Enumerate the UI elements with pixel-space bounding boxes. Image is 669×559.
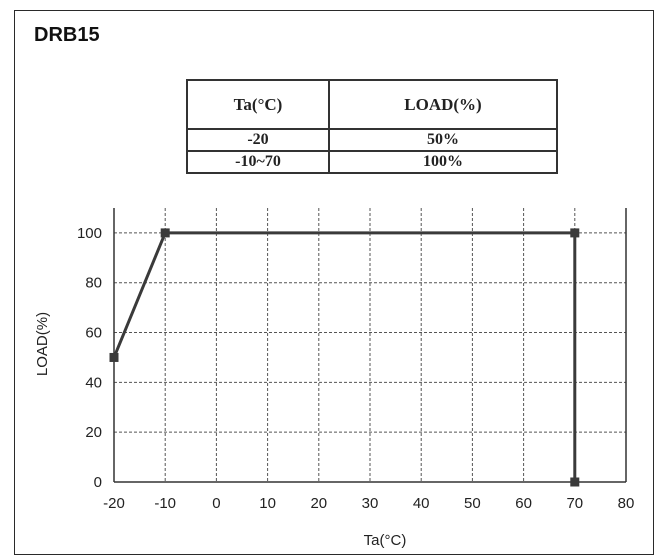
y-tick-label: 0 (94, 474, 102, 491)
series-line (112, 231, 577, 482)
y-tick-label: 100 (77, 225, 102, 242)
x-tick-label: 20 (310, 495, 327, 512)
x-tick-label: 60 (515, 495, 532, 512)
tick-labels: -20 -10 0 10 20 30 40 50 60 70 80 0 20 40 60 80 100 (77, 225, 634, 512)
table-header-row: Ta(°C) LOAD(%) (186, 79, 558, 130)
y-tick-label: 80 (85, 275, 102, 292)
model-title: DRB15 (34, 24, 100, 46)
x-tick-label: 40 (413, 495, 430, 512)
table-cell: -10~70 (186, 150, 330, 174)
x-tick-label: 10 (259, 495, 276, 512)
x-axis-title: Ta(°C) (364, 532, 407, 549)
data-point-marker (160, 228, 170, 238)
x-tick-label: -20 (103, 495, 125, 512)
y-axis-title: LOAD(%) (34, 312, 51, 376)
table-row: -20 50% (186, 128, 558, 152)
y-tick-label: 40 (85, 374, 102, 391)
table-cell: 100% (328, 150, 558, 174)
series (109, 228, 580, 487)
data-point-marker (109, 352, 119, 362)
x-tick-label: 80 (618, 495, 635, 512)
x-tick-label: 70 (566, 495, 583, 512)
table-header-temperature: Ta(°C) (186, 79, 330, 130)
table-cell: 50% (328, 128, 558, 152)
table-header-load: LOAD(%) (328, 79, 558, 130)
data-point-marker (570, 477, 580, 487)
table-row: -10~70 100% (186, 150, 558, 174)
data-point-marker (570, 228, 580, 238)
x-tick-label: 30 (362, 495, 379, 512)
x-tick-label: -10 (154, 495, 176, 512)
x-tick-label: 0 (212, 495, 220, 512)
derating-table: Ta(°C) LOAD(%) -20 50% -10~70 100% (186, 79, 558, 174)
grid (114, 208, 626, 482)
y-tick-label: 20 (85, 424, 102, 441)
y-tick-label: 60 (85, 325, 102, 342)
axes (113, 208, 627, 483)
x-tick-label: 50 (464, 495, 481, 512)
table-cell: -20 (186, 128, 330, 152)
